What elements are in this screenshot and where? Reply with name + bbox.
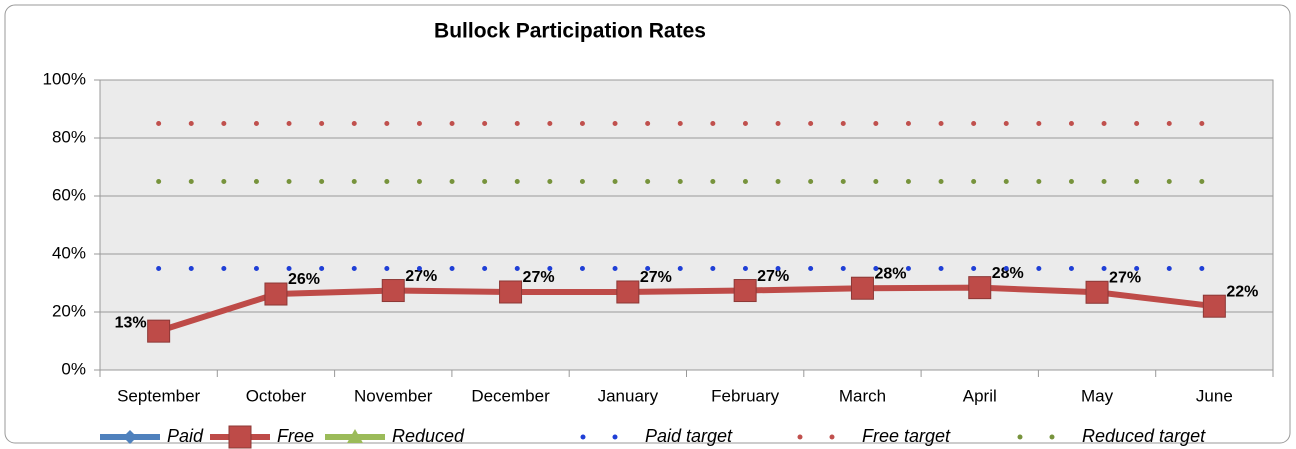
- legend-label: Free target: [862, 426, 951, 446]
- data-label: 27%: [405, 268, 437, 285]
- data-label: 13%: [115, 314, 147, 331]
- legend-label: Reduced: [392, 426, 465, 446]
- legend-symbol: [1017, 434, 1023, 440]
- x-tick-label: September: [117, 386, 200, 405]
- x-tick-label: June: [1196, 386, 1233, 405]
- x-tick-label: April: [963, 386, 997, 405]
- y-tick-label: 40%: [52, 243, 86, 262]
- legend-label: Paid: [167, 426, 204, 446]
- data-label: 27%: [1109, 269, 1141, 286]
- x-tick-label: February: [711, 386, 780, 405]
- data-label: 22%: [1226, 283, 1258, 300]
- marker: [1202, 294, 1226, 318]
- data-label: 27%: [523, 269, 555, 286]
- x-tick-label: May: [1081, 386, 1114, 405]
- marker: [381, 279, 405, 303]
- legend-symbol: [1049, 434, 1055, 440]
- legend-label: Free: [277, 426, 314, 446]
- y-tick-label: 80%: [52, 127, 86, 146]
- legend-symbol: [797, 434, 803, 440]
- marker: [850, 276, 874, 300]
- data-label: 28%: [874, 265, 906, 282]
- marker: [228, 425, 252, 449]
- legend-label: Reduced target: [1082, 426, 1206, 446]
- marker: [968, 276, 992, 300]
- marker: [123, 430, 137, 444]
- chart-title: Bullock Participation Rates: [434, 20, 706, 43]
- plot-area: [99, 79, 1274, 371]
- legend-symbol: [829, 434, 835, 440]
- marker: [347, 429, 363, 443]
- x-tick-label: October: [246, 386, 307, 405]
- marker: [264, 282, 288, 306]
- y-tick-label: 60%: [52, 185, 86, 204]
- x-tick-label: December: [471, 386, 550, 405]
- legend-symbol: [580, 434, 586, 440]
- data-label: 27%: [757, 268, 789, 285]
- legend-symbol: [612, 434, 618, 440]
- marker: [147, 319, 171, 343]
- series-line: [155, 284, 1218, 335]
- x-tick-label: January: [598, 386, 659, 405]
- x-tick-label: November: [354, 386, 433, 405]
- x-tick-label: March: [839, 386, 886, 405]
- marker: [1085, 280, 1109, 304]
- data-label: 28%: [992, 265, 1024, 282]
- data-label: 27%: [640, 269, 672, 286]
- y-tick-label: 20%: [52, 301, 86, 320]
- y-tick-label: 100%: [43, 69, 86, 88]
- marker: [733, 279, 757, 303]
- y-tick-label: 0%: [61, 359, 86, 378]
- data-label: 26%: [288, 271, 320, 288]
- marker: [499, 280, 523, 304]
- legend-label: Paid target: [645, 426, 733, 446]
- marker: [616, 280, 640, 304]
